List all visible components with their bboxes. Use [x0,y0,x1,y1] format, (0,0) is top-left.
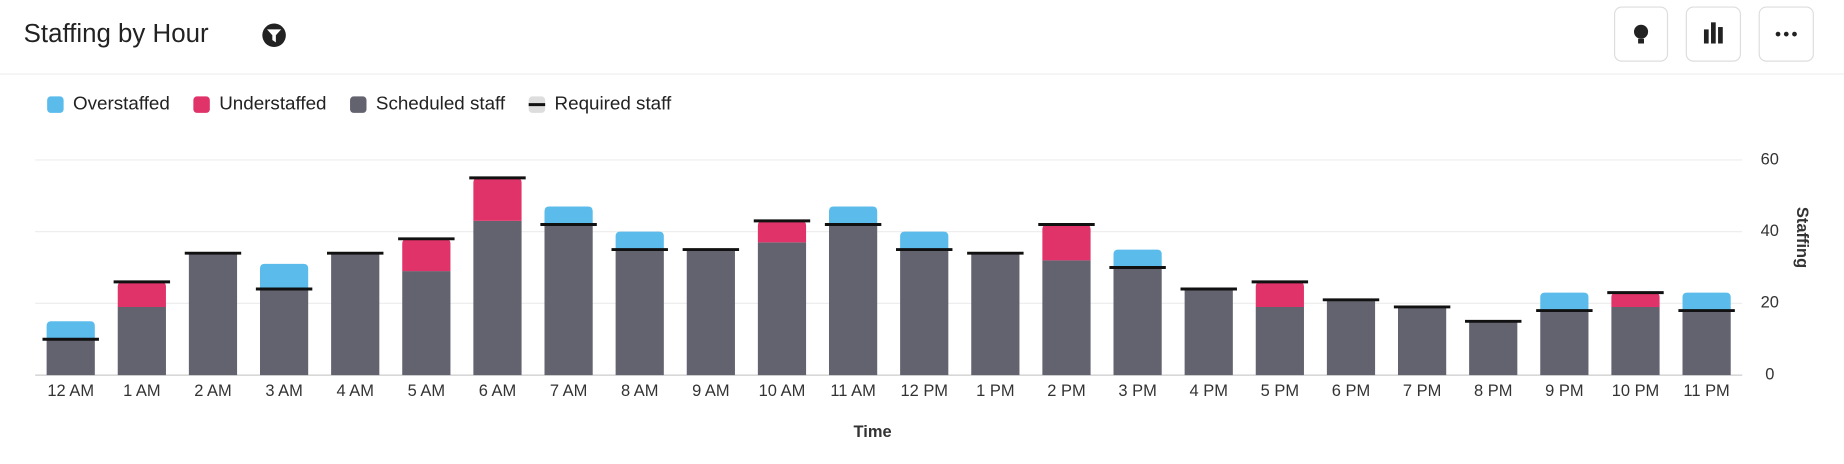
scheduled-bar [544,224,593,376]
x-tick-label: 8 PM [1474,382,1512,400]
x-tick-label: 3 PM [1118,382,1156,400]
x-tick-label: 7 PM [1403,382,1441,400]
overstaffed-bar [259,263,309,290]
scheduled-bar [117,306,166,376]
y-axis-title: Staffing [1793,207,1811,268]
understaffed-bar [1255,281,1304,307]
understaffed-bar [473,177,522,221]
overstaffed-bar [1540,292,1589,311]
scheduled-bar [1611,306,1660,376]
scheduled-bar [1042,260,1091,376]
scheduled-bar [473,220,522,376]
understaffed-bar [757,220,807,243]
x-tick-label: 1 AM [123,382,160,400]
x-tick-label: 10 PM [1612,382,1660,400]
scheduled-bar [1255,306,1304,376]
overstaffed-bar [1682,292,1731,311]
scheduled-bar [971,253,1020,376]
x-tick-label: 7 AM [550,382,588,400]
x-tick-label: 12 AM [47,382,94,400]
scheduled-bar [615,249,664,376]
x-tick-label: 11 PM [1683,382,1729,400]
x-tick-label: 10 AM [759,382,806,400]
y-tick-label: 20 [1761,294,1779,312]
insight-button[interactable] [1614,6,1669,62]
understaffed-bar [117,281,166,307]
understaffed-bar [402,238,451,272]
overstaffed-bar [544,206,593,225]
scheduled-bar [1540,310,1589,376]
scheduled-bar [1682,310,1731,376]
scheduled-bar [46,339,95,376]
x-tick-label: 2 PM [1047,382,1085,400]
overstaffed-bar [900,231,949,250]
overstaffed-bar [615,231,664,250]
legend-swatch [47,96,64,113]
scheduled-bar [900,249,949,376]
y-tick-label: 60 [1761,150,1779,168]
overstaffed-bar [828,206,878,225]
x-tick-label: 3 AM [265,382,303,400]
chart-title: Staffing by Hour [24,20,209,48]
scheduled-bar [1184,289,1233,376]
scheduled-bar [1398,306,1447,376]
understaffed-bar [1611,292,1660,307]
scheduled-bar [1326,299,1376,376]
more-button[interactable] [1758,6,1814,62]
filter-icon[interactable] [262,23,286,48]
overstaffed-bar [46,321,95,340]
scheduled-bar [1113,267,1162,376]
x-tick-label: 6 AM [479,382,517,400]
legend-label: Understaffed [219,93,326,114]
scheduled-bar [188,253,238,376]
legend-label: Required staff [555,93,672,114]
legend-label: Overstaffed [73,93,170,114]
scheduled-bar [686,249,735,376]
x-tick-label: 11 AM [830,382,875,400]
legend-swatch [350,96,367,113]
scheduled-bar [828,224,878,376]
y-tick-label: 0 [1765,365,1774,383]
x-tick-label: 6 PM [1332,382,1370,400]
y-tick-label: 40 [1761,222,1779,240]
x-tick-label: 12 PM [900,382,948,400]
x-tick-label: 4 AM [336,382,374,400]
scheduled-bar [757,242,807,376]
x-axis-title: Time [854,423,892,441]
understaffed-bar [1042,224,1091,261]
overstaffed-bar [1113,249,1162,268]
scheduled-bar [402,271,451,376]
x-tick-label: 9 AM [692,382,730,400]
legend-label: Scheduled staff [376,93,506,114]
legend-swatch [193,96,210,113]
x-tick-label: 1 PM [976,382,1014,400]
x-tick-label: 5 AM [408,382,446,400]
scheduled-bar [1469,321,1518,376]
x-tick-label: 8 AM [621,382,659,400]
chart-type-button[interactable] [1685,6,1741,62]
scheduled-bar [331,253,380,376]
scheduled-bar [259,289,309,376]
x-tick-label: 4 PM [1190,382,1228,400]
x-tick-label: 5 PM [1261,382,1299,400]
x-tick-label: 9 PM [1545,382,1583,400]
x-tick-label: 2 AM [194,382,232,400]
